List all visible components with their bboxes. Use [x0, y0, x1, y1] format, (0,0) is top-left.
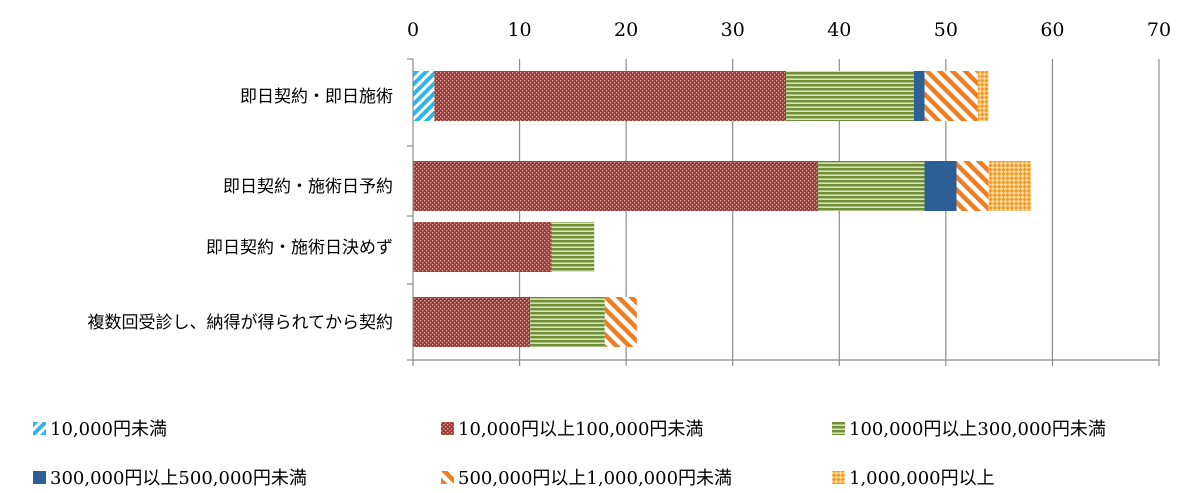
bar-segment: [604, 297, 637, 347]
x-tick-label: 20: [614, 19, 638, 41]
category-label: 複数回受診し、納得が得られてから契約: [88, 313, 394, 333]
bar-segment: [817, 161, 925, 211]
x-tick-label: 50: [934, 19, 958, 41]
bar-segment: [977, 71, 989, 121]
bar-segment: [913, 71, 925, 121]
bar-segment: [434, 71, 786, 121]
y-axis-categories: 即日契約・即日施術即日契約・施術日予約即日契約・施術日決めず複数回受診し、納得が…: [88, 87, 394, 333]
bar-segment: [413, 222, 552, 272]
category-label: 即日契約・即日施術: [240, 87, 393, 107]
bar-segment: [413, 297, 531, 347]
bar-segment: [924, 161, 957, 211]
chart-axes: [407, 58, 1160, 366]
chart-bars: [413, 71, 1032, 347]
x-tick-label: 10: [507, 19, 531, 41]
bar-segment: [551, 222, 595, 272]
bar-segment: [786, 71, 914, 121]
x-tick-label: 40: [827, 19, 851, 41]
x-tick-label: 0: [407, 19, 419, 41]
bar-segment: [956, 161, 989, 211]
bar-segment: [924, 71, 978, 121]
bar-segment: [530, 297, 605, 347]
x-tick-label: 70: [1147, 19, 1171, 41]
x-tick-label: 60: [1040, 19, 1064, 41]
bar-segment: [413, 161, 818, 211]
category-label: 即日契約・施術日予約: [223, 177, 393, 197]
category-label: 即日契約・施術日決めず: [206, 238, 393, 258]
x-tick-label: 30: [721, 19, 745, 41]
x-axis-ticks: 0 10 20 30 40 50 60 70: [407, 19, 1171, 41]
bar-segment: [413, 71, 435, 121]
bar-segment: [988, 161, 1032, 211]
